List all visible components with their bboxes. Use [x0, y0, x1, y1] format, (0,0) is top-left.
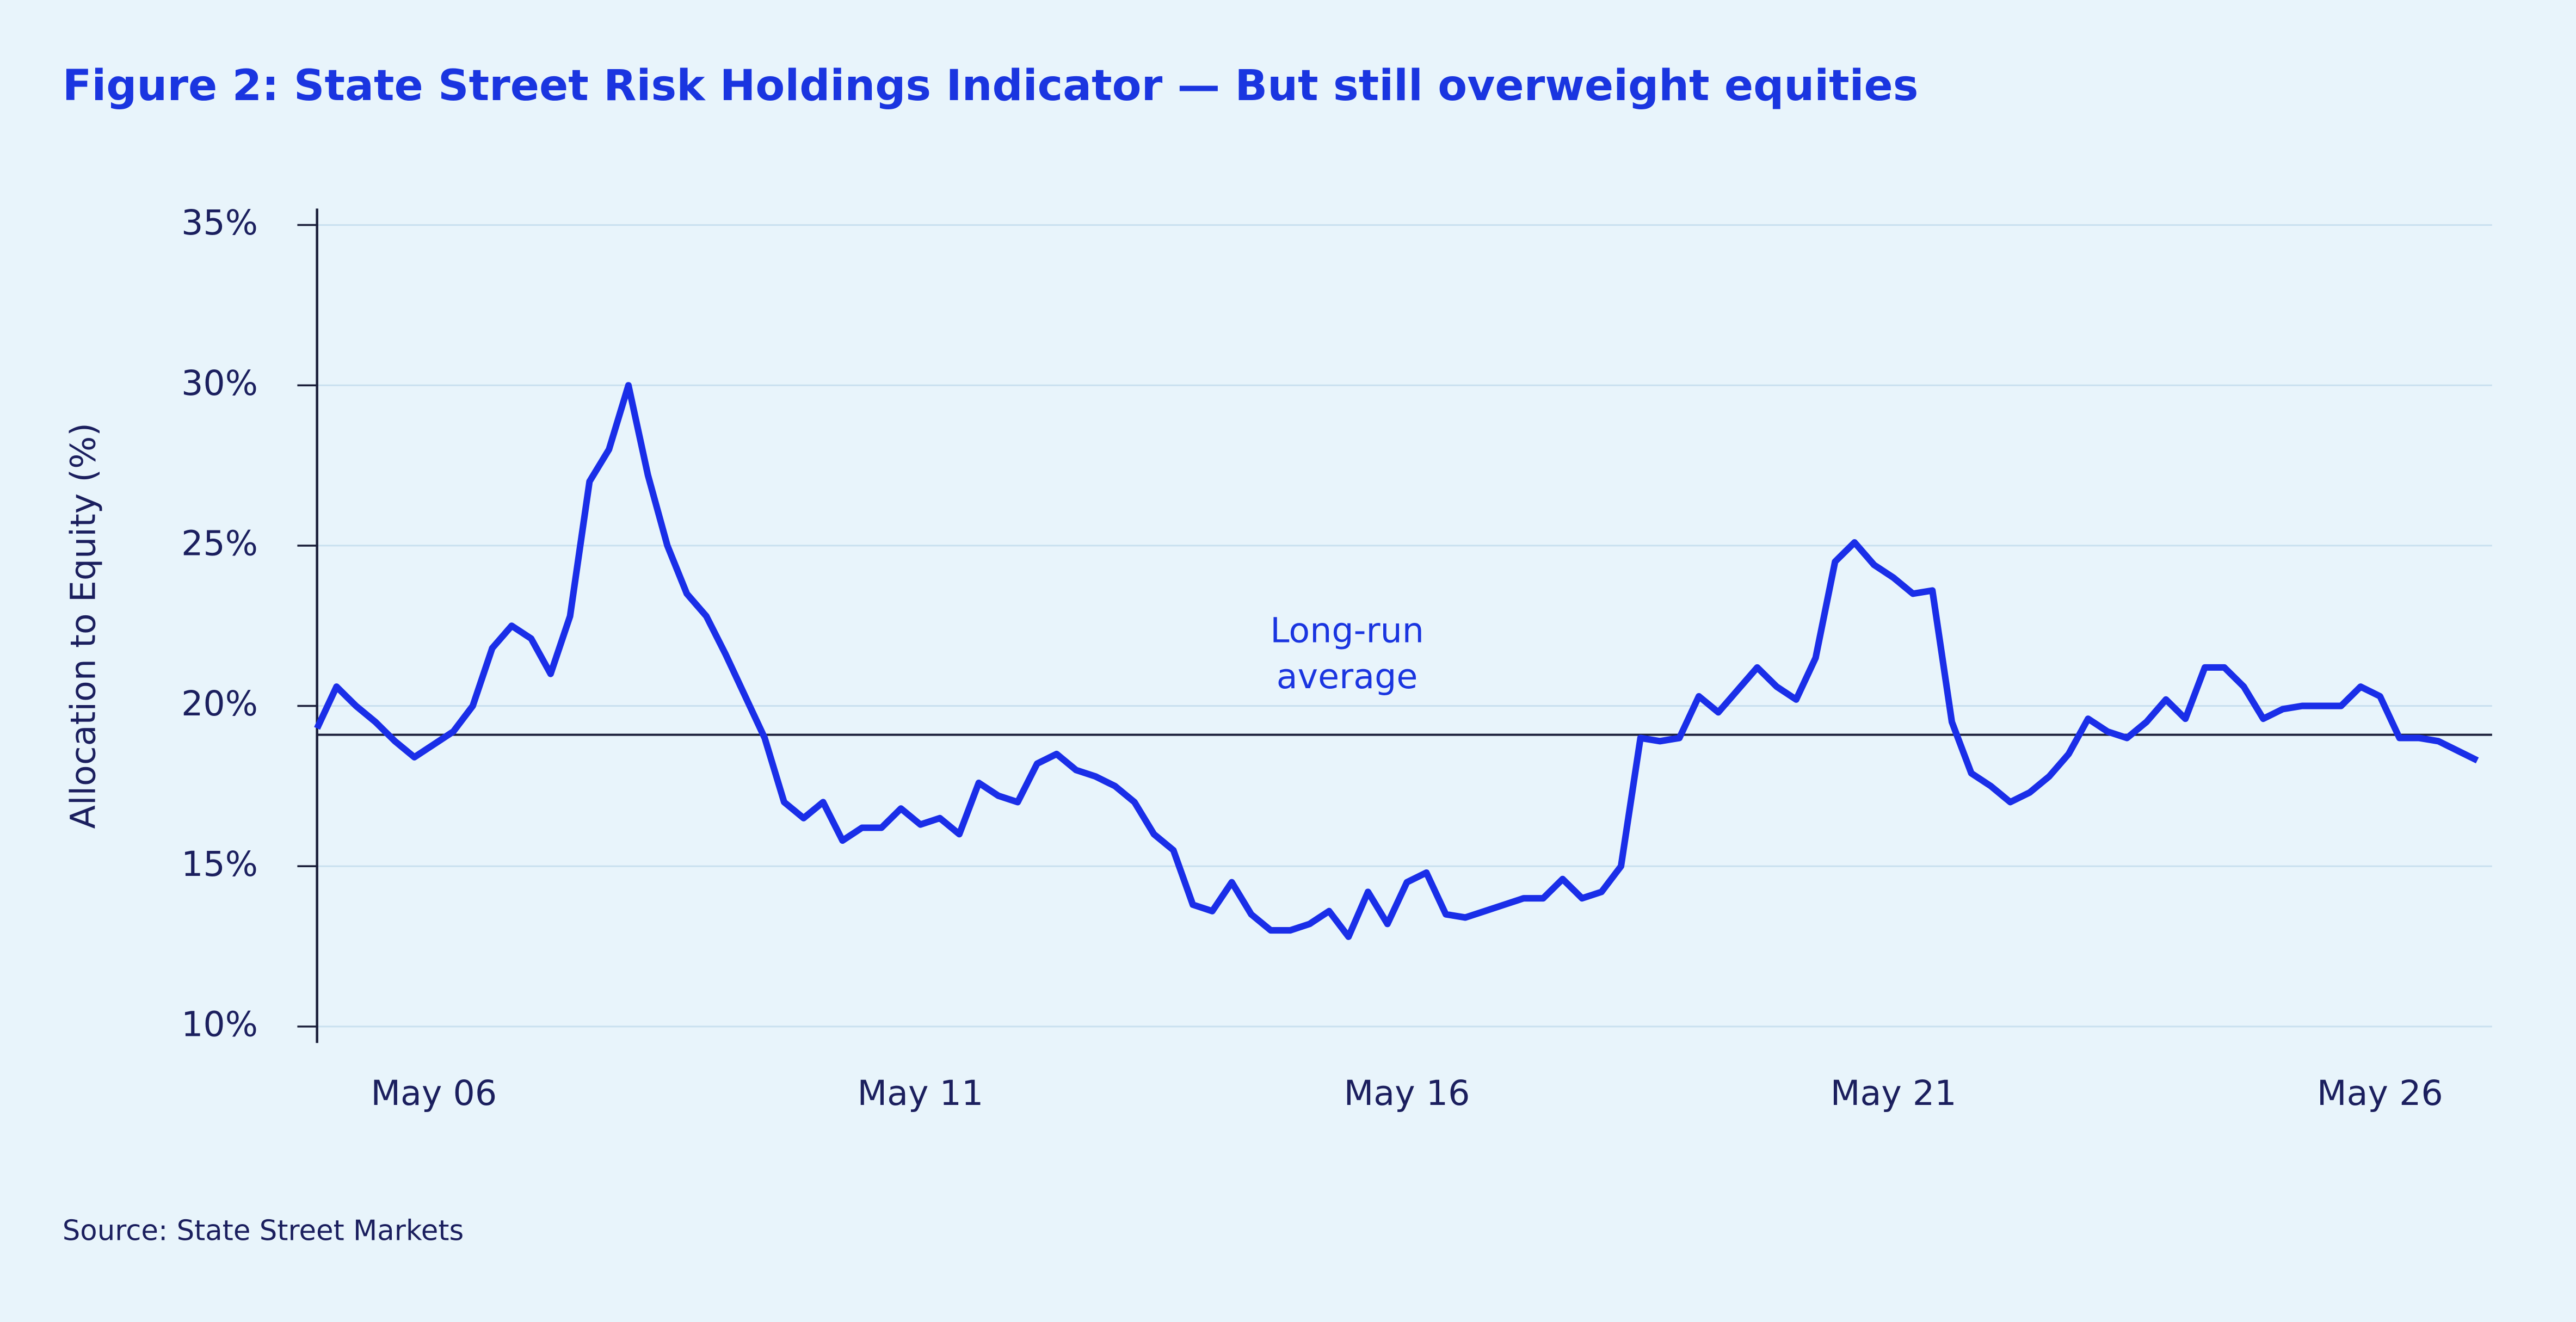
y-axis-label: Allocation to Equity (%)	[63, 423, 103, 829]
y-tick-label: 35%	[181, 202, 258, 243]
x-tick-label: May 21	[1831, 1073, 1957, 1113]
y-tick-label: 30%	[181, 363, 258, 403]
x-tick-label: May 16	[1344, 1073, 1470, 1113]
y-tick-label: 20%	[181, 683, 258, 724]
data-line	[314, 382, 2479, 940]
x-tick-label: May 26	[2317, 1073, 2443, 1113]
y-tick-label: 15%	[181, 844, 258, 884]
y-tick-label: 25%	[181, 523, 258, 563]
reference-label: Long-run average	[1270, 611, 1424, 697]
source: Source: State Street Markets	[62, 1215, 464, 1249]
x-tick-label: May 11	[857, 1073, 983, 1113]
x-tick-label: May 06	[371, 1073, 497, 1113]
chart-title: Figure 2: State Street Risk Holdings Ind…	[62, 62, 1919, 112]
y-tick-label: 10%	[181, 1004, 258, 1044]
